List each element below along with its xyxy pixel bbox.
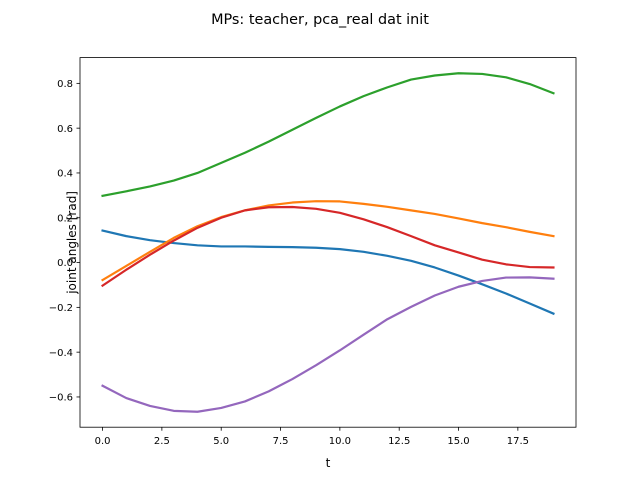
series-line-5 (101, 276, 555, 413)
plot-area (79, 57, 577, 428)
y-tick-label: 0.4 (57, 169, 73, 180)
x-tick-label: 15.0 (447, 436, 469, 447)
axes-frame (79, 57, 577, 428)
x-tick-label: 7.5 (273, 436, 289, 447)
series-layer (101, 72, 555, 413)
y-axis-ticks: −0.6 −0.4 −0.2 0.0 0.2 0.4 0.6 0.8 (49, 79, 80, 404)
x-axis-label: t (326, 456, 331, 470)
x-tick-label: 17.5 (507, 436, 529, 447)
chart-title: MPs: teacher, pca_real dat init (211, 12, 429, 28)
y-tick-label: 0.8 (57, 79, 73, 90)
y-axis-label: joint angles [rad] (65, 191, 79, 295)
x-tick-label: 5.0 (213, 436, 229, 447)
x-tick-label: 12.5 (388, 436, 410, 447)
series-line-3 (101, 72, 555, 198)
y-tick-label: −0.4 (49, 348, 73, 359)
series-line-4 (101, 205, 555, 288)
series-line-2 (101, 200, 555, 282)
y-tick-label: −0.2 (49, 303, 73, 314)
y-tick-label: 0.6 (57, 124, 73, 135)
x-axis-ticks: 0.0 2.5 5.0 7.5 10.0 12.5 15.0 17.5 (95, 427, 529, 447)
x-tick-label: 10.0 (329, 436, 351, 447)
x-tick-label: 2.5 (154, 436, 170, 447)
y-tick-label: −0.6 (49, 393, 73, 404)
y-tick-label: 0.2 (57, 213, 73, 224)
x-tick-label: 0.0 (95, 436, 111, 447)
y-tick-label: 0.0 (57, 258, 73, 269)
